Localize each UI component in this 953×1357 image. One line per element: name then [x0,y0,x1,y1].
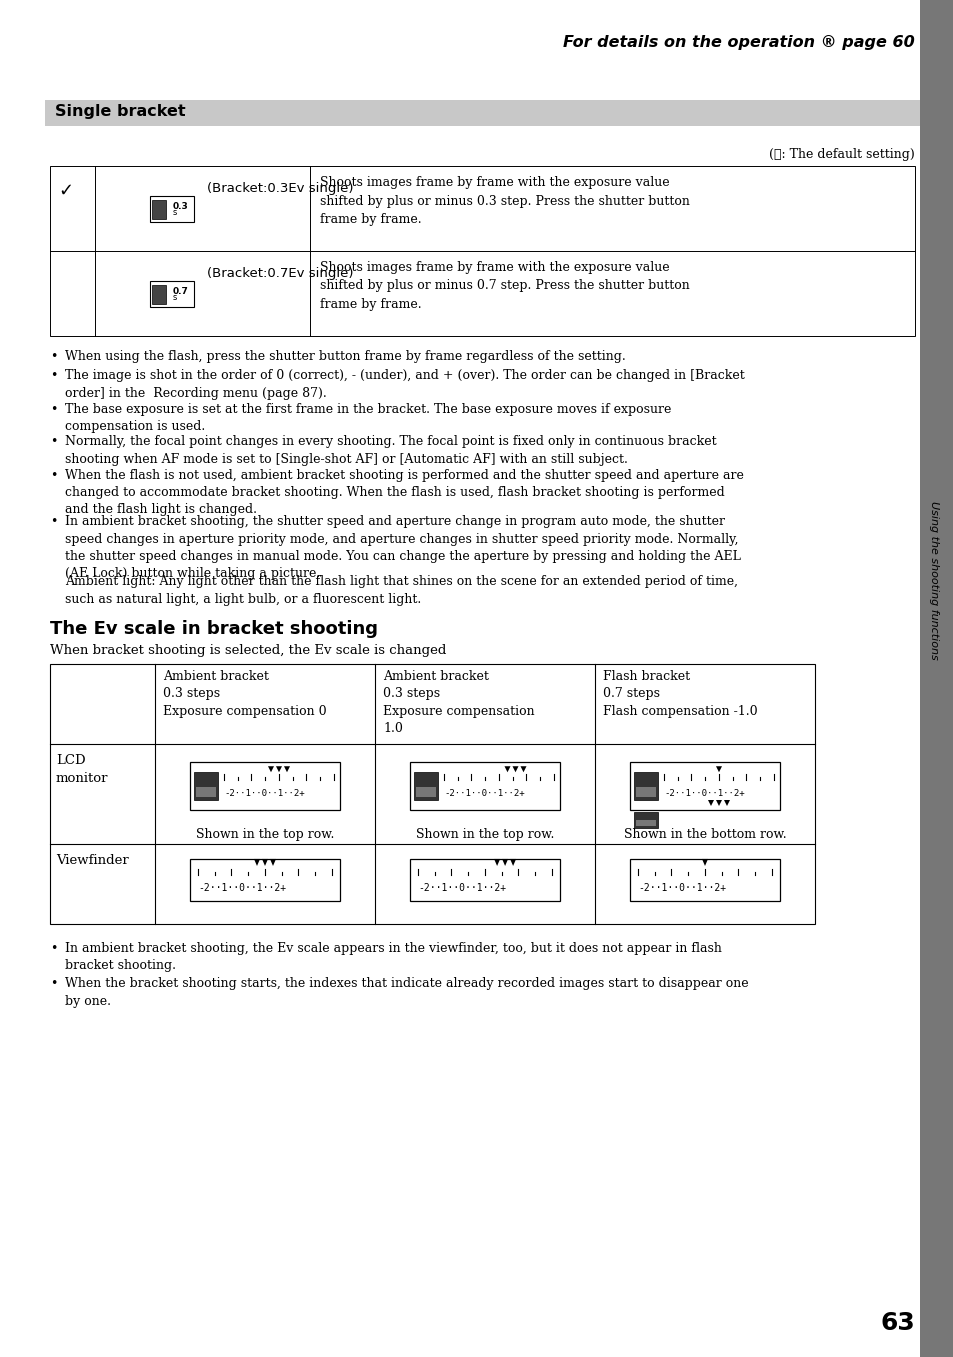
Polygon shape [512,767,518,772]
Polygon shape [716,801,721,806]
Text: •: • [50,369,57,383]
Bar [151,281,194,307]
Text: ✓: ✓ [58,182,73,199]
Text: 0.3: 0.3 [172,202,188,210]
Text: (Bracket:0.7Ev single): (Bracket:0.7Ev single) [208,267,354,280]
Text: •: • [50,516,57,528]
Bar [193,772,218,801]
Bar [45,100,919,126]
Text: Normally, the focal point changes in every shooting. The focal point is fixed on: Normally, the focal point changes in eve… [65,436,716,465]
Bar [919,0,953,1357]
Text: Ambient bracket
0.3 steps
Exposure compensation
1.0: Ambient bracket 0.3 steps Exposure compe… [382,670,534,735]
Text: (Bracket:0.3Ev single): (Bracket:0.3Ev single) [208,182,354,195]
Text: s: s [172,293,176,303]
Polygon shape [520,767,526,772]
Polygon shape [504,767,510,772]
Text: •: • [50,468,57,482]
Text: Shown in the top row.: Shown in the top row. [195,828,334,841]
Text: The base exposure is set at the first frame in the bracket. The base exposure mo: The base exposure is set at the first fr… [65,403,671,433]
Bar [634,811,658,828]
Text: Shown in the bottom row.: Shown in the bottom row. [623,828,785,841]
Bar [410,859,559,901]
Text: Shoots images frame by frame with the exposure value
shifted by plus or minus 0.: Shoots images frame by frame with the ex… [319,176,689,227]
Text: (✓: The default setting): (✓: The default setting) [768,148,914,161]
Text: Single bracket: Single bracket [55,104,186,119]
Polygon shape [701,859,707,866]
Text: For details on the operation ® page 60: For details on the operation ® page 60 [562,35,914,50]
Text: •: • [50,350,57,364]
Bar [410,763,559,810]
Text: -2··1··0··1··2+: -2··1··0··1··2+ [198,883,286,893]
Text: When the bracket shooting starts, the indexes that indicate already recorded ima: When the bracket shooting starts, the in… [65,977,748,1007]
Text: -2··1··0··1··2+: -2··1··0··1··2+ [443,788,524,798]
Polygon shape [262,859,268,866]
Bar [629,763,780,810]
Polygon shape [510,859,516,866]
Text: When the flash is not used, ambient bracket shooting is performed and the shutte: When the flash is not used, ambient brac… [65,468,743,517]
Text: Shown in the top row.: Shown in the top row. [416,828,554,841]
Bar [151,195,194,221]
Text: -2··1··0··1··2+: -2··1··0··1··2+ [638,883,725,893]
Text: Shoots images frame by frame with the exposure value
shifted by plus or minus 0.: Shoots images frame by frame with the ex… [319,261,689,311]
Polygon shape [501,859,508,866]
Text: The image is shot in the order of 0 (correct), - (under), and + (over). The orde: The image is shot in the order of 0 (cor… [65,369,744,400]
Polygon shape [716,767,721,772]
Bar [636,787,656,797]
Polygon shape [707,801,713,806]
Text: Ambient light: Any light other than the flash light that shines on the scene for: Ambient light: Any light other than the … [65,575,738,605]
Bar [50,664,814,924]
Text: -2··1··0··1··2+: -2··1··0··1··2+ [663,788,744,798]
Text: 63: 63 [880,1311,914,1335]
Text: •: • [50,977,57,991]
Bar [152,199,167,218]
Bar [416,787,436,797]
Text: In ambient bracket shooting, the shutter speed and aperture change in program au: In ambient bracket shooting, the shutter… [65,516,740,581]
Text: When using the flash, press the shutter button frame by frame regardless of the : When using the flash, press the shutter … [65,350,625,364]
Polygon shape [253,859,260,866]
Text: The Ev scale in bracket shooting: The Ev scale in bracket shooting [50,620,377,638]
Polygon shape [494,859,499,866]
Bar [195,787,215,797]
Text: •: • [50,436,57,449]
Polygon shape [268,767,274,772]
Polygon shape [284,767,290,772]
Text: In ambient bracket shooting, the Ev scale appears in the viewfinder, too, but it: In ambient bracket shooting, the Ev scal… [65,942,721,973]
Text: LCD
monitor: LCD monitor [56,754,109,784]
Text: Viewfinder: Viewfinder [56,854,129,867]
Bar [50,166,914,337]
Text: •: • [50,942,57,955]
Text: -2··1··0··1··2+: -2··1··0··1··2+ [224,788,304,798]
Bar [634,772,658,801]
Bar [190,859,339,901]
Text: s: s [172,208,176,217]
Bar [636,820,656,826]
Bar [629,859,780,901]
Text: When bracket shooting is selected, the Ev scale is changed: When bracket shooting is selected, the E… [50,645,446,657]
Text: Flash bracket
0.7 steps
Flash compensation -1.0: Flash bracket 0.7 steps Flash compensati… [602,670,757,718]
Bar [190,763,339,810]
Text: Using the shooting functions: Using the shooting functions [928,501,938,660]
Text: Ambient bracket
0.3 steps
Exposure compensation 0: Ambient bracket 0.3 steps Exposure compe… [163,670,326,718]
Polygon shape [275,767,282,772]
Text: •: • [50,403,57,415]
Bar [414,772,437,801]
Polygon shape [723,801,729,806]
Polygon shape [270,859,275,866]
Text: 0.7: 0.7 [172,286,188,296]
Text: -2··1··0··1··2+: -2··1··0··1··2+ [417,883,506,893]
Bar [152,285,167,304]
